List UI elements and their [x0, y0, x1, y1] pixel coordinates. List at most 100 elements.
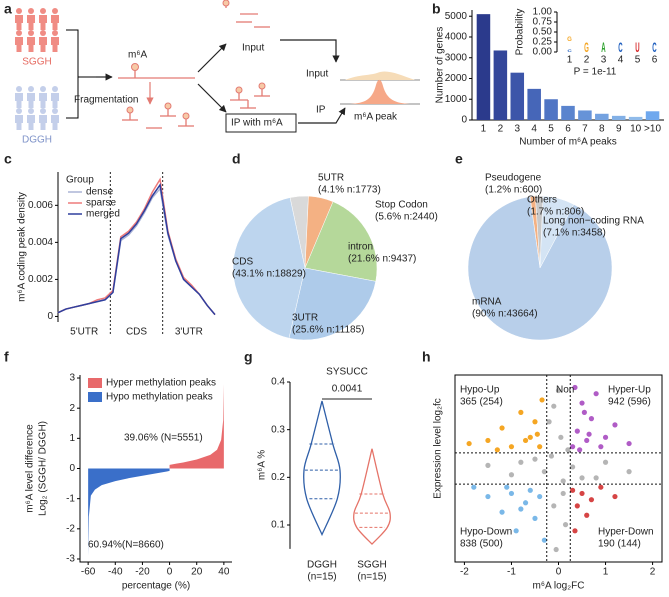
point	[602, 434, 609, 440]
point	[572, 384, 578, 391]
point	[466, 440, 472, 447]
y-tick-label: 0	[47, 311, 53, 322]
point	[485, 437, 491, 444]
point	[588, 497, 595, 503]
x-tick-label: >10	[644, 124, 661, 135]
point	[522, 437, 529, 444]
x-tick-label: 9	[616, 124, 622, 135]
y-tick-label: 0.002	[28, 274, 53, 285]
point	[565, 447, 571, 453]
area	[169, 384, 224, 469]
x-tick-label: -1	[507, 567, 516, 578]
point	[570, 464, 576, 470]
line	[57, 183, 216, 316]
legend-label: Hypo methylation peaks	[106, 392, 213, 403]
point	[499, 425, 505, 431]
quadrant-count: 942 (596)	[608, 397, 651, 408]
slice-value-label: (90% n:43664)	[472, 309, 538, 320]
point	[532, 419, 538, 425]
panel-label: h	[422, 349, 431, 365]
bar	[595, 113, 609, 120]
bracket	[66, 29, 96, 119]
legend-label: merged	[86, 209, 120, 220]
y-tick-label: 0.3	[271, 424, 285, 435]
x-tick-label: 5'UTR	[70, 327, 98, 338]
p-value: 0.0041	[332, 384, 363, 395]
legend-swatch	[88, 392, 102, 402]
y-tick-label: 0.004	[28, 237, 53, 248]
y-axis-label: Log₂ (SGGH/ DGGH)	[38, 421, 49, 516]
step-label: m⁶A	[128, 50, 147, 61]
x-tick-label: 20	[191, 567, 203, 578]
x-tick-label: 1	[481, 124, 487, 135]
x-tick-label: 8	[599, 124, 605, 135]
panel-label: g	[244, 349, 253, 365]
motif-letter: A	[601, 40, 606, 56]
x-tick-label: 10	[630, 124, 642, 135]
motif-caption: P = 1e-11	[574, 67, 617, 78]
box	[225, 113, 297, 133]
y-tick-label: 3	[69, 373, 75, 384]
y-tick-label: 1	[69, 433, 75, 444]
legend-title: Group	[66, 175, 94, 186]
y-axis-label: Probability	[515, 9, 526, 56]
point	[598, 444, 604, 450]
y-axis-label: m⁶A %	[257, 450, 268, 480]
point	[546, 419, 552, 425]
y-tick-label: 0.1	[271, 520, 285, 531]
point	[602, 459, 609, 465]
y-tick-label: 4000	[445, 32, 468, 43]
y-tick-label: 0.75	[533, 17, 553, 28]
panel-label: a	[4, 1, 12, 17]
y-tick-label: 0.2	[271, 472, 285, 483]
y-tick-label: 1000	[445, 94, 468, 105]
annotation: 39.06% (N=5551)	[124, 433, 203, 444]
quadrant-label: Hypo-Up	[460, 385, 500, 396]
y-tick-label: 2	[69, 403, 75, 414]
point	[579, 400, 585, 406]
point	[518, 409, 524, 415]
bar	[628, 116, 643, 120]
chart-title: SYSUCC	[326, 367, 368, 378]
x-tick-label: -2	[460, 567, 469, 578]
quadrant-count: 365 (254)	[460, 397, 503, 408]
slice-label: Others	[527, 195, 557, 206]
slice-value-label: (25.6% n:11185)	[292, 325, 364, 336]
track-label: Input	[306, 69, 328, 80]
panel-label: b	[432, 1, 441, 17]
quadrant-label: Hypo-Down	[460, 527, 512, 538]
slice-label: Stop Codon	[375, 200, 428, 211]
point	[586, 431, 592, 437]
track-label: IP	[316, 105, 326, 116]
area	[88, 468, 170, 556]
y-axis-label: m⁶A level difference	[25, 424, 36, 513]
quadrant-label: Hyper-Down	[598, 527, 654, 538]
sggh-icons	[15, 8, 59, 52]
dggh-icons	[15, 86, 59, 130]
bar	[510, 72, 525, 120]
point	[574, 428, 580, 434]
slice-label: 3UTR	[292, 313, 318, 324]
motif-letter: G	[584, 40, 589, 56]
x-tick-label: 3'UTR	[175, 327, 203, 338]
x-tick-label: 0	[167, 567, 173, 578]
x-tick-label: 4	[618, 55, 624, 66]
x-axis-label: Number of m⁶A peaks	[519, 137, 617, 148]
branch-label: IP with m⁶A	[231, 118, 283, 129]
slice-label: mRNA	[472, 297, 502, 308]
motif-letter: U	[635, 40, 640, 56]
annotation: 60.94%(N=8660)	[88, 540, 164, 551]
point	[541, 469, 547, 475]
point	[574, 503, 580, 509]
motif-letter: G	[567, 37, 572, 43]
point	[513, 528, 519, 534]
point	[598, 484, 604, 490]
y-tick-label: -3	[66, 554, 75, 565]
point	[626, 440, 632, 447]
x-tick-label: 5	[635, 55, 641, 66]
point	[494, 447, 500, 453]
step-label: Fragmentation	[74, 95, 138, 106]
point	[553, 546, 559, 553]
x-tick-label: 3	[601, 55, 607, 66]
point	[593, 475, 599, 481]
